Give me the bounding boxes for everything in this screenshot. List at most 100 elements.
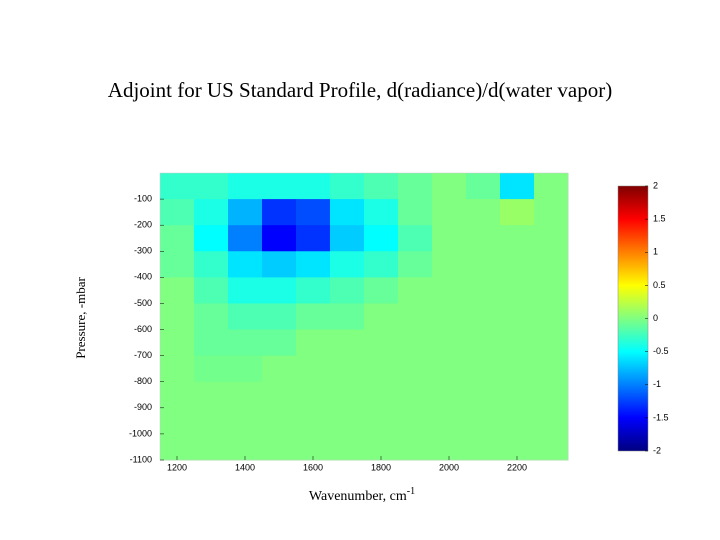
heatmap-cell	[466, 251, 501, 278]
heatmap-cell	[262, 199, 297, 226]
heatmap-cell	[330, 225, 365, 252]
y-tick-label: -1000	[129, 428, 152, 438]
heatmap-cell	[500, 277, 535, 304]
heatmap-cell	[262, 277, 297, 304]
colorbar-tick-label: -1	[653, 379, 661, 389]
heatmap-cell	[228, 303, 263, 331]
x-tick-label: 1800	[371, 462, 391, 472]
colorbar-tick-label: -1.5	[653, 412, 669, 422]
heatmap-cell	[330, 277, 365, 304]
heatmap-cell	[160, 303, 195, 331]
heatmap-cell	[500, 199, 535, 226]
plot-frame	[159, 172, 569, 461]
heatmap-cell	[500, 329, 535, 357]
heatmap-cell	[534, 329, 569, 357]
heatmap-cell	[500, 381, 535, 409]
heatmap-cell	[534, 173, 569, 200]
heatmap-cell	[364, 329, 399, 357]
heatmap-cell	[466, 433, 501, 461]
x-tick-label: 2000	[439, 462, 459, 472]
colorbar-tick-label: 1	[653, 247, 658, 257]
y-tick-label: -800	[134, 376, 152, 386]
heatmap-cell	[534, 251, 569, 278]
heatmap-cell	[398, 355, 433, 383]
heatmap-cell	[296, 225, 331, 252]
heatmap-cell	[398, 329, 433, 357]
colorbar-tick-label: 0.5	[653, 280, 666, 290]
heatmap-cell	[194, 329, 229, 357]
heatmap-cell	[228, 277, 263, 304]
y-tick-label: -200	[134, 220, 152, 230]
heatmap-cell	[432, 225, 467, 252]
y-tick-label: -300	[134, 246, 152, 256]
heatmap-cell	[194, 251, 229, 278]
heatmap-cell	[534, 355, 569, 383]
y-tick-label: -400	[134, 272, 152, 282]
heatmap-cell	[500, 173, 535, 200]
heatmap-cell	[330, 173, 365, 200]
heatmap-cell	[364, 407, 399, 435]
heatmap-cell	[296, 251, 331, 278]
heatmap-cell	[398, 277, 433, 304]
heatmap-cell	[500, 303, 535, 331]
heatmap-cell	[194, 173, 229, 200]
heatmap-cell	[466, 173, 501, 200]
heatmap-cell	[364, 355, 399, 383]
heatmap-cell	[534, 277, 569, 304]
heatmap-cell	[466, 355, 501, 383]
heatmap-cell	[194, 199, 229, 226]
heatmap-cell	[432, 355, 467, 383]
heatmap-cell	[296, 407, 331, 435]
heatmap-cell	[432, 303, 467, 331]
x-tick-label: 2200	[507, 462, 527, 472]
x-axis-label-superscript: -1	[407, 486, 415, 497]
heatmap-cell	[194, 355, 229, 383]
heatmap-cell	[160, 381, 195, 409]
y-axis-label: Pressure, -mbar	[73, 277, 88, 359]
heatmap-cell	[228, 251, 263, 278]
heatmap-cell	[160, 199, 195, 226]
colorbar	[617, 185, 649, 452]
colorbar-tick-label: -2	[653, 445, 661, 455]
heatmap-cell	[398, 225, 433, 252]
heatmap-cell	[296, 303, 331, 331]
heatmap-cell	[160, 251, 195, 278]
heatmap-cell	[160, 329, 195, 357]
heatmap-cell	[534, 225, 569, 252]
heatmap-cell	[330, 303, 365, 331]
y-tick-label: -600	[134, 324, 152, 334]
heatmap-cell	[432, 173, 467, 200]
heatmap-cell	[194, 277, 229, 304]
heatmap-cell	[534, 381, 569, 409]
heatmap-cell	[466, 407, 501, 435]
heatmap-cell	[194, 381, 229, 409]
heatmap-cell	[500, 251, 535, 278]
heatmap-cell	[194, 303, 229, 331]
heatmap-cell	[398, 381, 433, 409]
chart-title: Adjoint for US Standard Profile, d(radia…	[108, 78, 612, 102]
heatmap-cell	[432, 407, 467, 435]
heatmap-cell	[398, 407, 433, 435]
heatmap-cell	[194, 407, 229, 435]
colorbar-tick-label: -0.5	[653, 346, 669, 356]
heatmap-cell	[466, 381, 501, 409]
colorbar-tick-label: 0	[653, 313, 658, 323]
x-tick-label: 1400	[235, 462, 255, 472]
heatmap-cell	[160, 225, 195, 252]
heatmap-cell	[364, 277, 399, 304]
heatmap-cell	[500, 225, 535, 252]
heatmap-cell	[534, 407, 569, 435]
heatmap-cell	[534, 199, 569, 226]
heatmap-cell	[364, 199, 399, 226]
heatmap-cell	[262, 173, 297, 200]
heatmap-cell	[160, 407, 195, 435]
heatmap-cell	[398, 433, 433, 461]
heatmap-cell	[466, 303, 501, 331]
heatmap-cell	[364, 173, 399, 200]
heatmap-cell	[160, 173, 195, 200]
heatmap-cell	[194, 225, 229, 252]
heatmap-cell	[228, 199, 263, 226]
heatmap-cell	[296, 381, 331, 409]
heatmap-cell	[466, 277, 501, 304]
